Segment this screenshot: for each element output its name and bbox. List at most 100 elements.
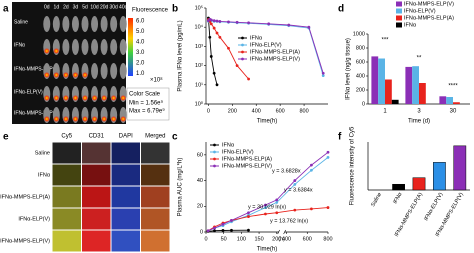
- y-tick-label: 1000: [353, 31, 365, 37]
- mouse: [110, 39, 118, 55]
- legend-swatch: [396, 1, 402, 7]
- fluorescence-spot: [82, 72, 88, 78]
- scale-tick-label: 1.0: [136, 71, 145, 77]
- data-point: [267, 22, 271, 26]
- fluorescence-spot: [53, 48, 60, 54]
- legend-marker: [241, 50, 244, 54]
- legend-label: IFNα: [250, 35, 263, 41]
- equation: y = 3.6828x: [272, 168, 301, 174]
- y-axis-title: Plasma IFNα level (pg/mL): [178, 20, 184, 91]
- y-tick-label: 0: [200, 229, 203, 235]
- panel-label: d: [338, 4, 344, 15]
- legend-label: IFNα: [222, 142, 235, 148]
- x-tick-label: 0: [204, 236, 207, 242]
- channel-label: DAPI: [119, 134, 133, 140]
- micrograph: [82, 142, 111, 164]
- mouse: [43, 16, 51, 32]
- mouse: [91, 16, 99, 32]
- scale-tick-label: 4.0: [136, 40, 145, 46]
- series-line: [207, 157, 329, 232]
- day-label: 0d: [44, 4, 50, 10]
- x-tick-label: 50: [221, 236, 227, 242]
- fluorescence-spot: [72, 95, 79, 101]
- scale-tick-label: 5.0: [136, 29, 145, 35]
- y-axis-title: Plasma AUC (mg/L*h): [178, 158, 184, 217]
- fluorescence-spot: [43, 116, 50, 122]
- channel-label: Merged: [145, 134, 165, 140]
- legend-marker: [241, 57, 244, 61]
- x-tick-label: 150: [254, 236, 263, 242]
- x-tick-label: 600: [303, 236, 312, 242]
- data-point: [326, 156, 330, 159]
- micrograph: [111, 142, 140, 164]
- data-point: [227, 20, 230, 24]
- mouse: [52, 16, 60, 32]
- bar: [392, 183, 405, 191]
- panel-label: a: [3, 4, 9, 15]
- day-label: 2d: [63, 4, 69, 10]
- fluorescence-spot: [62, 116, 69, 122]
- data-point: [209, 55, 213, 58]
- legend-swatch: [396, 8, 402, 14]
- fluorescence-spot: [120, 116, 127, 122]
- bar: [405, 66, 413, 104]
- legend-label: IFNα-ELP(V): [222, 149, 254, 155]
- micrograph: [141, 164, 170, 186]
- group-label: Saline: [14, 19, 28, 25]
- data-point: [212, 71, 216, 75]
- scale-tick-label: 6.0: [136, 19, 145, 25]
- mouse: [119, 16, 127, 32]
- group-label: IFNα: [14, 42, 25, 48]
- panel-label: c: [172, 132, 178, 143]
- data-point: [221, 222, 225, 226]
- data-point: [208, 35, 212, 39]
- micrograph: [111, 230, 140, 252]
- y-tick-label: 10³: [195, 44, 203, 50]
- data-point: [307, 25, 311, 29]
- x-tick-label: Saline: [370, 192, 383, 208]
- mouse: [81, 16, 89, 32]
- micrograph: [52, 142, 81, 164]
- x-tick-label: 100: [237, 236, 246, 242]
- data-point: [310, 163, 313, 167]
- day-label: 5d: [82, 4, 88, 10]
- fluorescence-spot: [101, 95, 108, 101]
- x-tick-label: 800: [299, 108, 308, 114]
- y-tick-label: 600: [356, 59, 365, 65]
- data-point: [215, 83, 219, 87]
- equation: y = 13.762 ln(x): [270, 218, 308, 224]
- data-point: [218, 35, 222, 39]
- axis-break-mark: [277, 229, 280, 235]
- color-scale-box: [126, 87, 170, 121]
- mouse: [71, 39, 79, 55]
- micrograph: [52, 164, 81, 186]
- imaging-background: [12, 2, 126, 124]
- mouse: [119, 63, 127, 79]
- y-tick-label: 10⁰: [195, 100, 204, 107]
- y-tick-label: 10²: [195, 63, 203, 69]
- micrograph: [82, 186, 111, 208]
- panel-label: e: [3, 132, 9, 143]
- micrograph: [141, 186, 170, 208]
- channel-label: Cy5: [61, 134, 72, 140]
- bar: [419, 83, 426, 104]
- x-tick-label: 0: [207, 108, 210, 114]
- x-tick-label: 600: [276, 108, 285, 114]
- legend-label: IFNα-MMPS-ELP(A): [250, 49, 300, 55]
- micrograph: [141, 230, 170, 252]
- series-line: [207, 151, 329, 232]
- bar: [433, 162, 446, 191]
- micrograph: [52, 186, 81, 208]
- data-point: [212, 26, 216, 30]
- mouse: [110, 63, 118, 79]
- y-axis-title: IFNα level (ng/g tissue): [346, 38, 352, 100]
- scale-title: Fluorescence: [132, 8, 169, 14]
- group-label: Saline: [35, 150, 50, 156]
- series-line: [207, 17, 218, 85]
- data-point: [293, 179, 297, 182]
- legend-marker: [213, 164, 216, 168]
- data-point: [213, 229, 216, 233]
- legend-marker: [213, 150, 216, 154]
- mouse: [100, 63, 108, 79]
